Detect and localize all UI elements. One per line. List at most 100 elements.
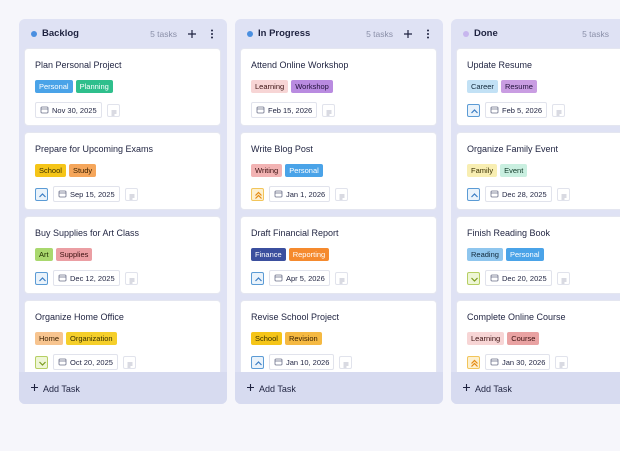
priority-icon xyxy=(35,187,48,201)
task-title: Attend Online Workshop xyxy=(251,60,349,70)
status-dot xyxy=(247,31,253,37)
task-card[interactable]: Attend Online Workshop Learning Workshop Fe… xyxy=(240,48,437,126)
calendar-icon-glyph xyxy=(490,274,499,281)
priority-icon xyxy=(467,103,480,117)
card-menu-glyph xyxy=(339,194,345,199)
column-footer: Add Task xyxy=(235,372,443,404)
add-task-label: Add Task xyxy=(259,383,296,394)
card-meta: Dec 28, 2025 xyxy=(467,186,570,202)
card-menu[interactable] xyxy=(555,355,569,369)
card-menu[interactable] xyxy=(552,103,566,117)
add-task-button[interactable]: Add Task xyxy=(246,383,296,394)
task-title: Organize Home Office xyxy=(35,312,124,322)
priority-icon xyxy=(251,187,264,201)
task-card[interactable]: Complete Online Course Learning Course Jan … xyxy=(456,300,620,372)
task-card[interactable]: Organize Home Office Home Organization Oct … xyxy=(24,300,221,372)
card-menu[interactable] xyxy=(556,271,570,285)
due-date: Jan 10, 2026 xyxy=(269,354,335,370)
task-count: 5 tasks xyxy=(582,29,609,39)
calendar-icon xyxy=(274,273,283,284)
plus-icon-glyph xyxy=(463,384,470,391)
add-button[interactable] xyxy=(186,27,198,39)
tag-list: Learning Workshop xyxy=(251,80,333,93)
task-title: Draft Financial Report xyxy=(251,228,339,238)
card-menu[interactable] xyxy=(339,355,353,369)
card-menu-glyph xyxy=(561,278,567,283)
task-card[interactable]: Plan Personal Project Personal Planning Nov… xyxy=(24,48,221,126)
tag-list: Family Event xyxy=(467,164,528,177)
tag: Personal xyxy=(505,248,544,261)
due-date: Jan 30, 2026 xyxy=(485,354,551,370)
priority-icon-glyph xyxy=(39,361,46,366)
card-meta: Jan 10, 2026 xyxy=(251,354,353,370)
task-card[interactable]: Write Blog Post Writing Personal Jan 1, 202… xyxy=(240,132,437,210)
tag: Event xyxy=(500,164,528,177)
task-card[interactable]: Prepare for Upcoming Exams School Study Sep… xyxy=(24,132,221,210)
tag-list: Finance Reporting xyxy=(251,248,330,261)
column-header: In Progress 5 tasks xyxy=(235,19,443,47)
card-meta: Sep 15, 2025 xyxy=(35,186,138,202)
card-menu[interactable] xyxy=(334,271,348,285)
card-menu[interactable] xyxy=(322,103,336,117)
date-text: Jan 1, 2026 xyxy=(286,189,326,199)
priority-icon-glyph xyxy=(255,191,262,199)
priority-icon-glyph xyxy=(255,276,262,281)
task-count: 5 tasks xyxy=(366,29,393,39)
card-meta: Dec 12, 2025 xyxy=(35,270,138,286)
date-text: Jan 10, 2026 xyxy=(286,357,330,367)
add-task-label: Add Task xyxy=(43,383,80,394)
calendar-icon xyxy=(256,105,265,116)
more-button-glyph xyxy=(427,29,429,39)
tag-list: Home Organization xyxy=(35,332,117,345)
task-card[interactable]: Update Resume Career Resume Feb 5, 2026 xyxy=(456,48,620,126)
card-menu[interactable] xyxy=(335,187,349,201)
card-meta: Dec 20, 2025 xyxy=(467,270,570,286)
task-title: Write Blog Post xyxy=(251,144,313,154)
tag-list: Learning Course xyxy=(467,332,540,345)
task-card[interactable]: Revise School Project School Revision Jan 1… xyxy=(240,300,437,372)
task-title: Buy Supplies for Art Class xyxy=(35,228,140,238)
task-title: Prepare for Upcoming Exams xyxy=(35,144,154,154)
tag: Writing xyxy=(251,164,283,177)
calendar-icon-glyph xyxy=(40,106,49,113)
task-title: Complete Online Course xyxy=(467,312,566,322)
task-card[interactable]: Buy Supplies for Art Class Art Supplies Dec… xyxy=(24,216,221,294)
add-button[interactable] xyxy=(402,27,414,39)
card-menu[interactable] xyxy=(556,187,570,201)
card-meta: Feb 15, 2026 xyxy=(251,102,336,118)
column-footer: Add Task xyxy=(19,372,227,404)
calendar-icon-glyph xyxy=(274,358,283,365)
column-footer: Add Task xyxy=(451,372,620,404)
card-list: Attend Online Workshop Learning Workshop Fe… xyxy=(240,48,437,372)
tag: Reporting xyxy=(288,248,330,261)
add-task-button[interactable]: Add Task xyxy=(462,383,512,394)
tag: School xyxy=(35,164,66,177)
tag: Resume xyxy=(500,80,537,93)
card-menu-glyph xyxy=(339,278,345,283)
card-menu[interactable] xyxy=(122,355,136,369)
due-date: Apr 5, 2026 xyxy=(269,270,330,286)
task-card[interactable]: Organize Family Event Family Event Dec 28, … xyxy=(456,132,620,210)
tag: Planning xyxy=(75,80,113,93)
priority-icon xyxy=(251,271,264,285)
add-task-button[interactable]: Add Task xyxy=(30,383,80,394)
date-text: Dec 28, 2025 xyxy=(502,189,547,199)
calendar-icon-glyph xyxy=(256,106,265,113)
task-card[interactable]: Draft Financial Report Finance Reporting Ap… xyxy=(240,216,437,294)
calendar-icon-glyph xyxy=(490,106,499,113)
due-date: Dec 12, 2025 xyxy=(53,270,120,286)
calendar-icon-glyph xyxy=(58,190,67,197)
due-date: Feb 5, 2026 xyxy=(485,102,548,118)
add-task-label: Add Task xyxy=(475,383,512,394)
more-button[interactable] xyxy=(422,27,434,39)
tag: Supplies xyxy=(55,248,93,261)
card-menu[interactable] xyxy=(124,271,138,285)
date-text: Feb 5, 2026 xyxy=(502,105,543,115)
card-menu-glyph xyxy=(556,110,562,115)
card-menu[interactable] xyxy=(124,187,138,201)
more-button[interactable] xyxy=(206,27,218,39)
card-menu[interactable] xyxy=(106,103,120,117)
calendar-icon xyxy=(58,189,67,200)
task-card[interactable]: Finish Reading Book Reading Personal Dec 20… xyxy=(456,216,620,294)
